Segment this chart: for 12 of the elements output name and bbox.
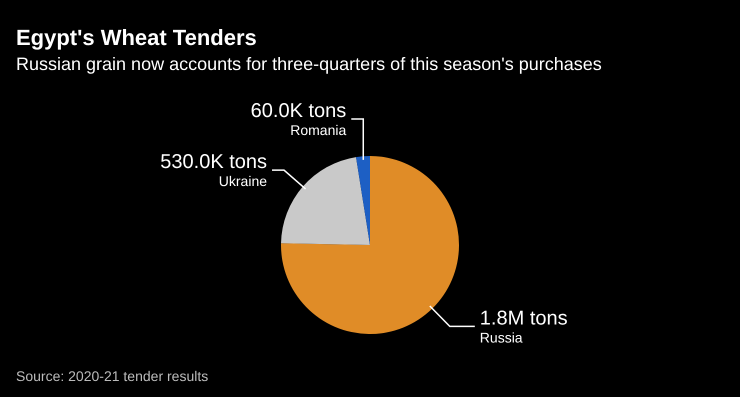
data-label: 60.0K tons (250, 100, 346, 122)
data-label: 1.8M tons (480, 307, 568, 330)
slice-label: Russia (480, 329, 523, 346)
pie-slice (281, 156, 459, 334)
chart-title: Egypt's Wheat Tenders (16, 25, 257, 50)
pie-slice (356, 156, 370, 245)
source-note: Source: 2020-21 tender results (16, 368, 208, 384)
slice-label: Romania (290, 122, 346, 138)
data-label: 530.0K tons (160, 151, 268, 174)
slice-label: Ukraine (218, 173, 268, 190)
chart-subtitle: Russian grain now accounts for three-quarters of this season's purchases (16, 54, 602, 74)
pie-slice (281, 157, 370, 245)
